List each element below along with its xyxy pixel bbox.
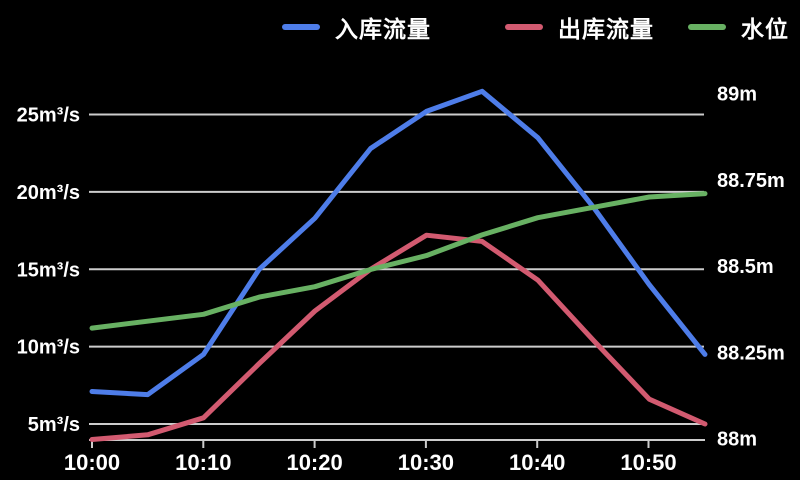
water-level-line-swatch-icon <box>688 24 726 30</box>
left-axis-label: 25m³/s <box>17 105 80 127</box>
inflow-line-swatch-icon <box>282 24 320 30</box>
x-tick-label: 10:30 <box>398 450 454 475</box>
chart-legend: 入库流量 出库流量 水位 <box>0 12 800 44</box>
inflow-line <box>89 88 708 398</box>
left-axis-label: 20m³/s <box>17 182 80 204</box>
right-axis-label: 88.5m <box>717 256 774 278</box>
x-tick-label: 10:00 <box>64 450 120 475</box>
left-axis-label: 15m³/s <box>17 259 80 281</box>
legend-label-water-level: 水位 <box>741 16 789 42</box>
right-axis-label: 88m <box>717 429 757 451</box>
right-axis-label: 88.75m <box>717 170 785 192</box>
outflow-line <box>89 232 708 442</box>
right-axis-label: 88.25m <box>717 342 785 364</box>
x-tick-label: 10:50 <box>620 450 676 475</box>
legend-item-inflow[interactable]: 入库流量 <box>282 12 431 42</box>
legend-item-water-level[interactable]: 水位 <box>688 12 789 42</box>
legend-item-outflow[interactable]: 出库流量 <box>505 12 654 42</box>
legend-label-inflow: 入库流量 <box>335 16 431 42</box>
x-tick-label: 10:20 <box>286 450 342 475</box>
x-tick-label: 10:40 <box>509 450 565 475</box>
legend-label-outflow: 出库流量 <box>558 16 654 42</box>
right-axis-label: 89m <box>717 84 757 106</box>
outflow-line-swatch-icon <box>505 24 543 30</box>
left-axis-label: 5m³/s <box>28 414 80 436</box>
x-tick-label: 10:10 <box>175 450 231 475</box>
left-axis-label: 10m³/s <box>17 337 80 359</box>
water-level-line <box>89 191 708 331</box>
